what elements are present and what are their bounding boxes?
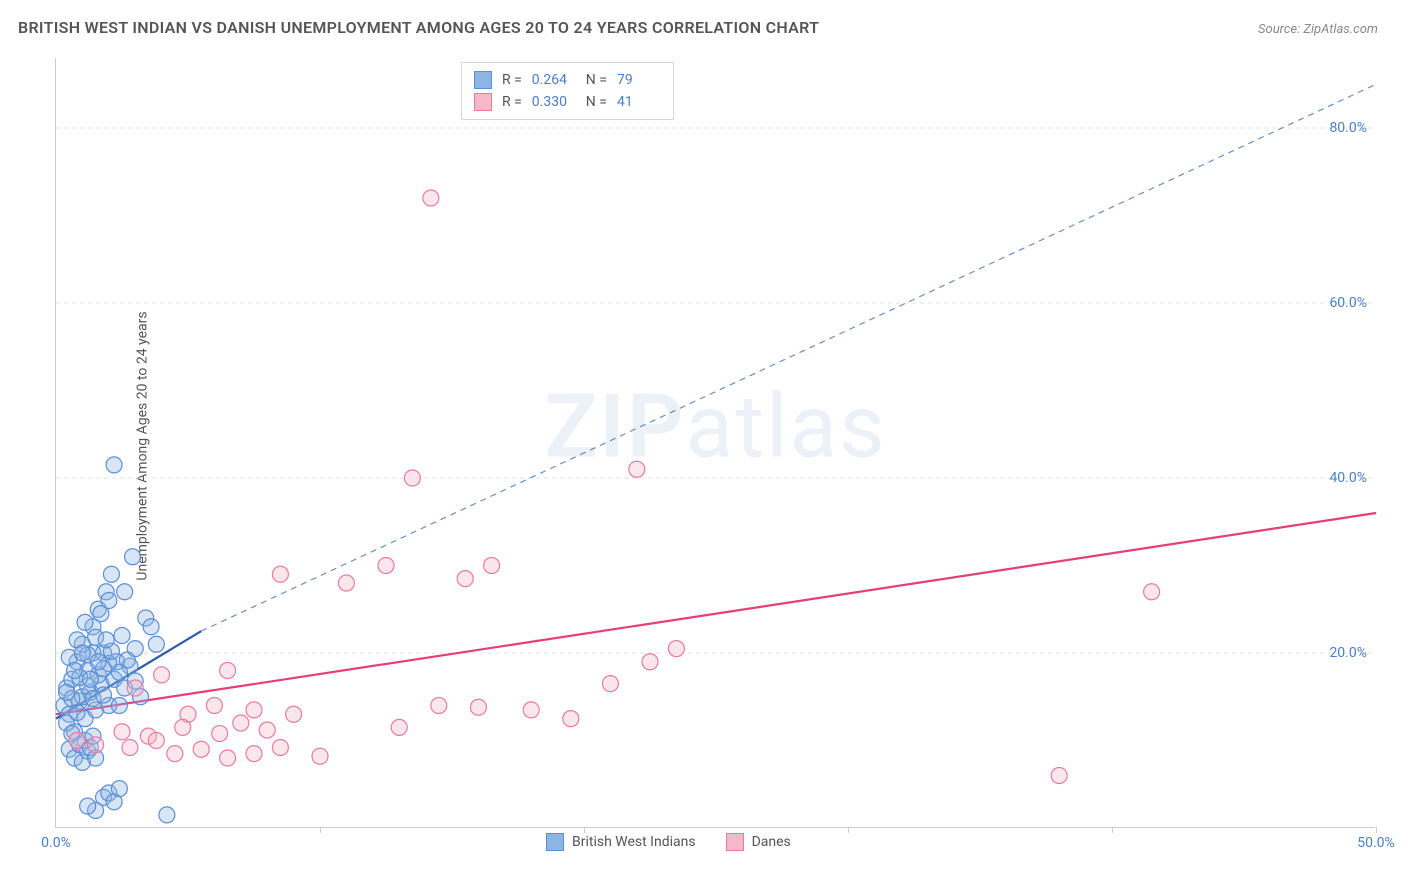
y-tick-label: 60.0% — [1329, 295, 1367, 311]
y-tick-label: 40.0% — [1329, 470, 1367, 486]
x-tick-mark — [584, 827, 585, 833]
x-tick-label: 50.0% — [1357, 835, 1395, 851]
x-tick-mark — [320, 827, 321, 833]
y-tick-label: 20.0% — [1329, 645, 1367, 661]
legend-item-0: British West Indians — [546, 833, 696, 851]
y-tick-label: 80.0% — [1329, 120, 1367, 136]
legend-swatch-0 — [546, 833, 564, 851]
legend-swatch-1 — [726, 833, 744, 851]
bottom-legend: British West Indians Danes — [546, 833, 791, 851]
x-tick-mark — [1112, 827, 1113, 833]
source-label: Source: ZipAtlas.com — [1258, 22, 1378, 37]
legend-label-0: British West Indians — [572, 834, 696, 850]
x-tick-mark — [848, 827, 849, 833]
plot-svg — [56, 58, 1375, 827]
x-tick-label: 0.0% — [41, 835, 71, 851]
chart-title: BRITISH WEST INDIAN VS DANISH UNEMPLOYME… — [18, 18, 819, 37]
legend-item-1: Danes — [726, 833, 791, 851]
legend-label-1: Danes — [752, 834, 791, 850]
plot-area: ZIPatlas R = 0.264 N = 79 R = 0.330 N = … — [55, 58, 1375, 828]
x-tick-mark — [1376, 827, 1377, 833]
